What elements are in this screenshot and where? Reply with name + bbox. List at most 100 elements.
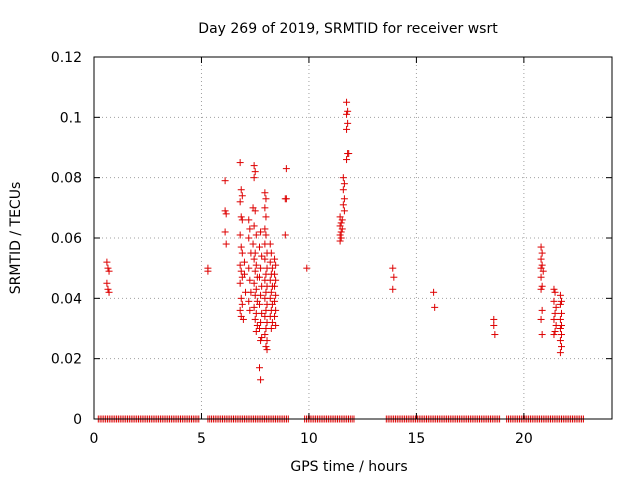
data-point [338, 216, 346, 224]
data-point [271, 297, 279, 305]
data-point [282, 195, 290, 203]
data-point [337, 228, 345, 236]
data-point [105, 288, 113, 296]
data-point [238, 249, 246, 257]
data-point [261, 225, 269, 233]
data-point [258, 309, 266, 317]
data-point [236, 198, 244, 206]
data-point [430, 288, 438, 296]
data-point [556, 337, 564, 345]
data-point [252, 231, 260, 239]
data-point [336, 237, 344, 245]
data-point [538, 249, 546, 257]
grid-layer [94, 57, 612, 419]
data-point [257, 337, 265, 345]
data-point [556, 291, 564, 299]
data-point [271, 255, 279, 263]
data-point [257, 264, 265, 272]
data-point [246, 225, 254, 233]
data-point [251, 315, 259, 323]
data-point [281, 231, 289, 239]
data-point [272, 291, 280, 299]
data-point [221, 207, 229, 215]
data-point [103, 279, 111, 287]
data-point [236, 279, 244, 287]
data-point [537, 285, 545, 293]
data-point [272, 276, 280, 284]
data-point [251, 207, 259, 215]
data-point [105, 267, 113, 275]
x-tick-label: 10 [300, 431, 318, 447]
data-point [257, 291, 265, 299]
data-point [537, 273, 545, 281]
data-point [343, 156, 351, 164]
data-point [237, 213, 245, 221]
data-point [236, 306, 244, 314]
data-point [261, 331, 269, 339]
data-point [236, 261, 244, 269]
x-tick-label: 5 [197, 431, 206, 447]
data-point [390, 273, 398, 281]
data-point [252, 328, 260, 336]
data-point [245, 234, 253, 242]
data-point [103, 258, 111, 266]
data-point [539, 267, 547, 275]
data-point [557, 309, 565, 317]
data-point [538, 282, 546, 290]
data-point [550, 331, 558, 339]
data-point [339, 186, 347, 194]
data-point [222, 210, 230, 218]
data-point [552, 303, 560, 311]
chart-title: Day 269 of 2019, SRMTID for receiver wsr… [198, 21, 498, 37]
data-point [104, 285, 112, 293]
data-point [251, 249, 259, 257]
data-point [267, 325, 275, 332]
y-tick-label: 0.08 [51, 171, 82, 187]
data-point [247, 288, 255, 296]
x-tick-label: 20 [515, 431, 533, 447]
data-point [237, 267, 245, 275]
data-point [256, 243, 264, 251]
data-point [251, 168, 259, 176]
data-point [389, 285, 397, 293]
data-point [272, 321, 280, 329]
data-point [256, 364, 264, 372]
y-tick-label: 0.02 [51, 352, 82, 368]
data-point [250, 279, 258, 287]
plot-frame [93, 56, 613, 420]
data-point [340, 207, 348, 215]
y-tick-label: 0.06 [51, 231, 82, 247]
data-point [537, 243, 545, 251]
data-point [240, 270, 248, 278]
data-point [266, 240, 274, 248]
data-point [237, 243, 245, 251]
data-point [338, 225, 346, 233]
data-point [261, 255, 269, 263]
points-layer [94, 98, 587, 423]
data-point [556, 325, 564, 332]
data-point [204, 267, 212, 275]
y-tick-label: 0.12 [51, 50, 82, 66]
data-point [262, 213, 270, 221]
data-point [272, 306, 280, 314]
data-point [237, 186, 245, 194]
data-point [261, 204, 269, 212]
data-point [256, 325, 264, 332]
data-point [557, 321, 565, 329]
data-point [343, 110, 351, 118]
data-point [266, 294, 274, 302]
data-point [337, 219, 345, 227]
data-point [266, 258, 274, 266]
data-point [282, 165, 290, 173]
y-axis-label: SRMTID / TECUs [8, 182, 24, 295]
data-point [250, 162, 258, 170]
data-point [339, 174, 347, 182]
data-point [538, 306, 546, 314]
data-point [556, 300, 564, 308]
data-point [262, 195, 270, 203]
data-point [256, 273, 264, 281]
data-point [263, 346, 271, 354]
data-point [343, 98, 351, 106]
data-point [344, 107, 352, 115]
data-point [238, 300, 246, 308]
